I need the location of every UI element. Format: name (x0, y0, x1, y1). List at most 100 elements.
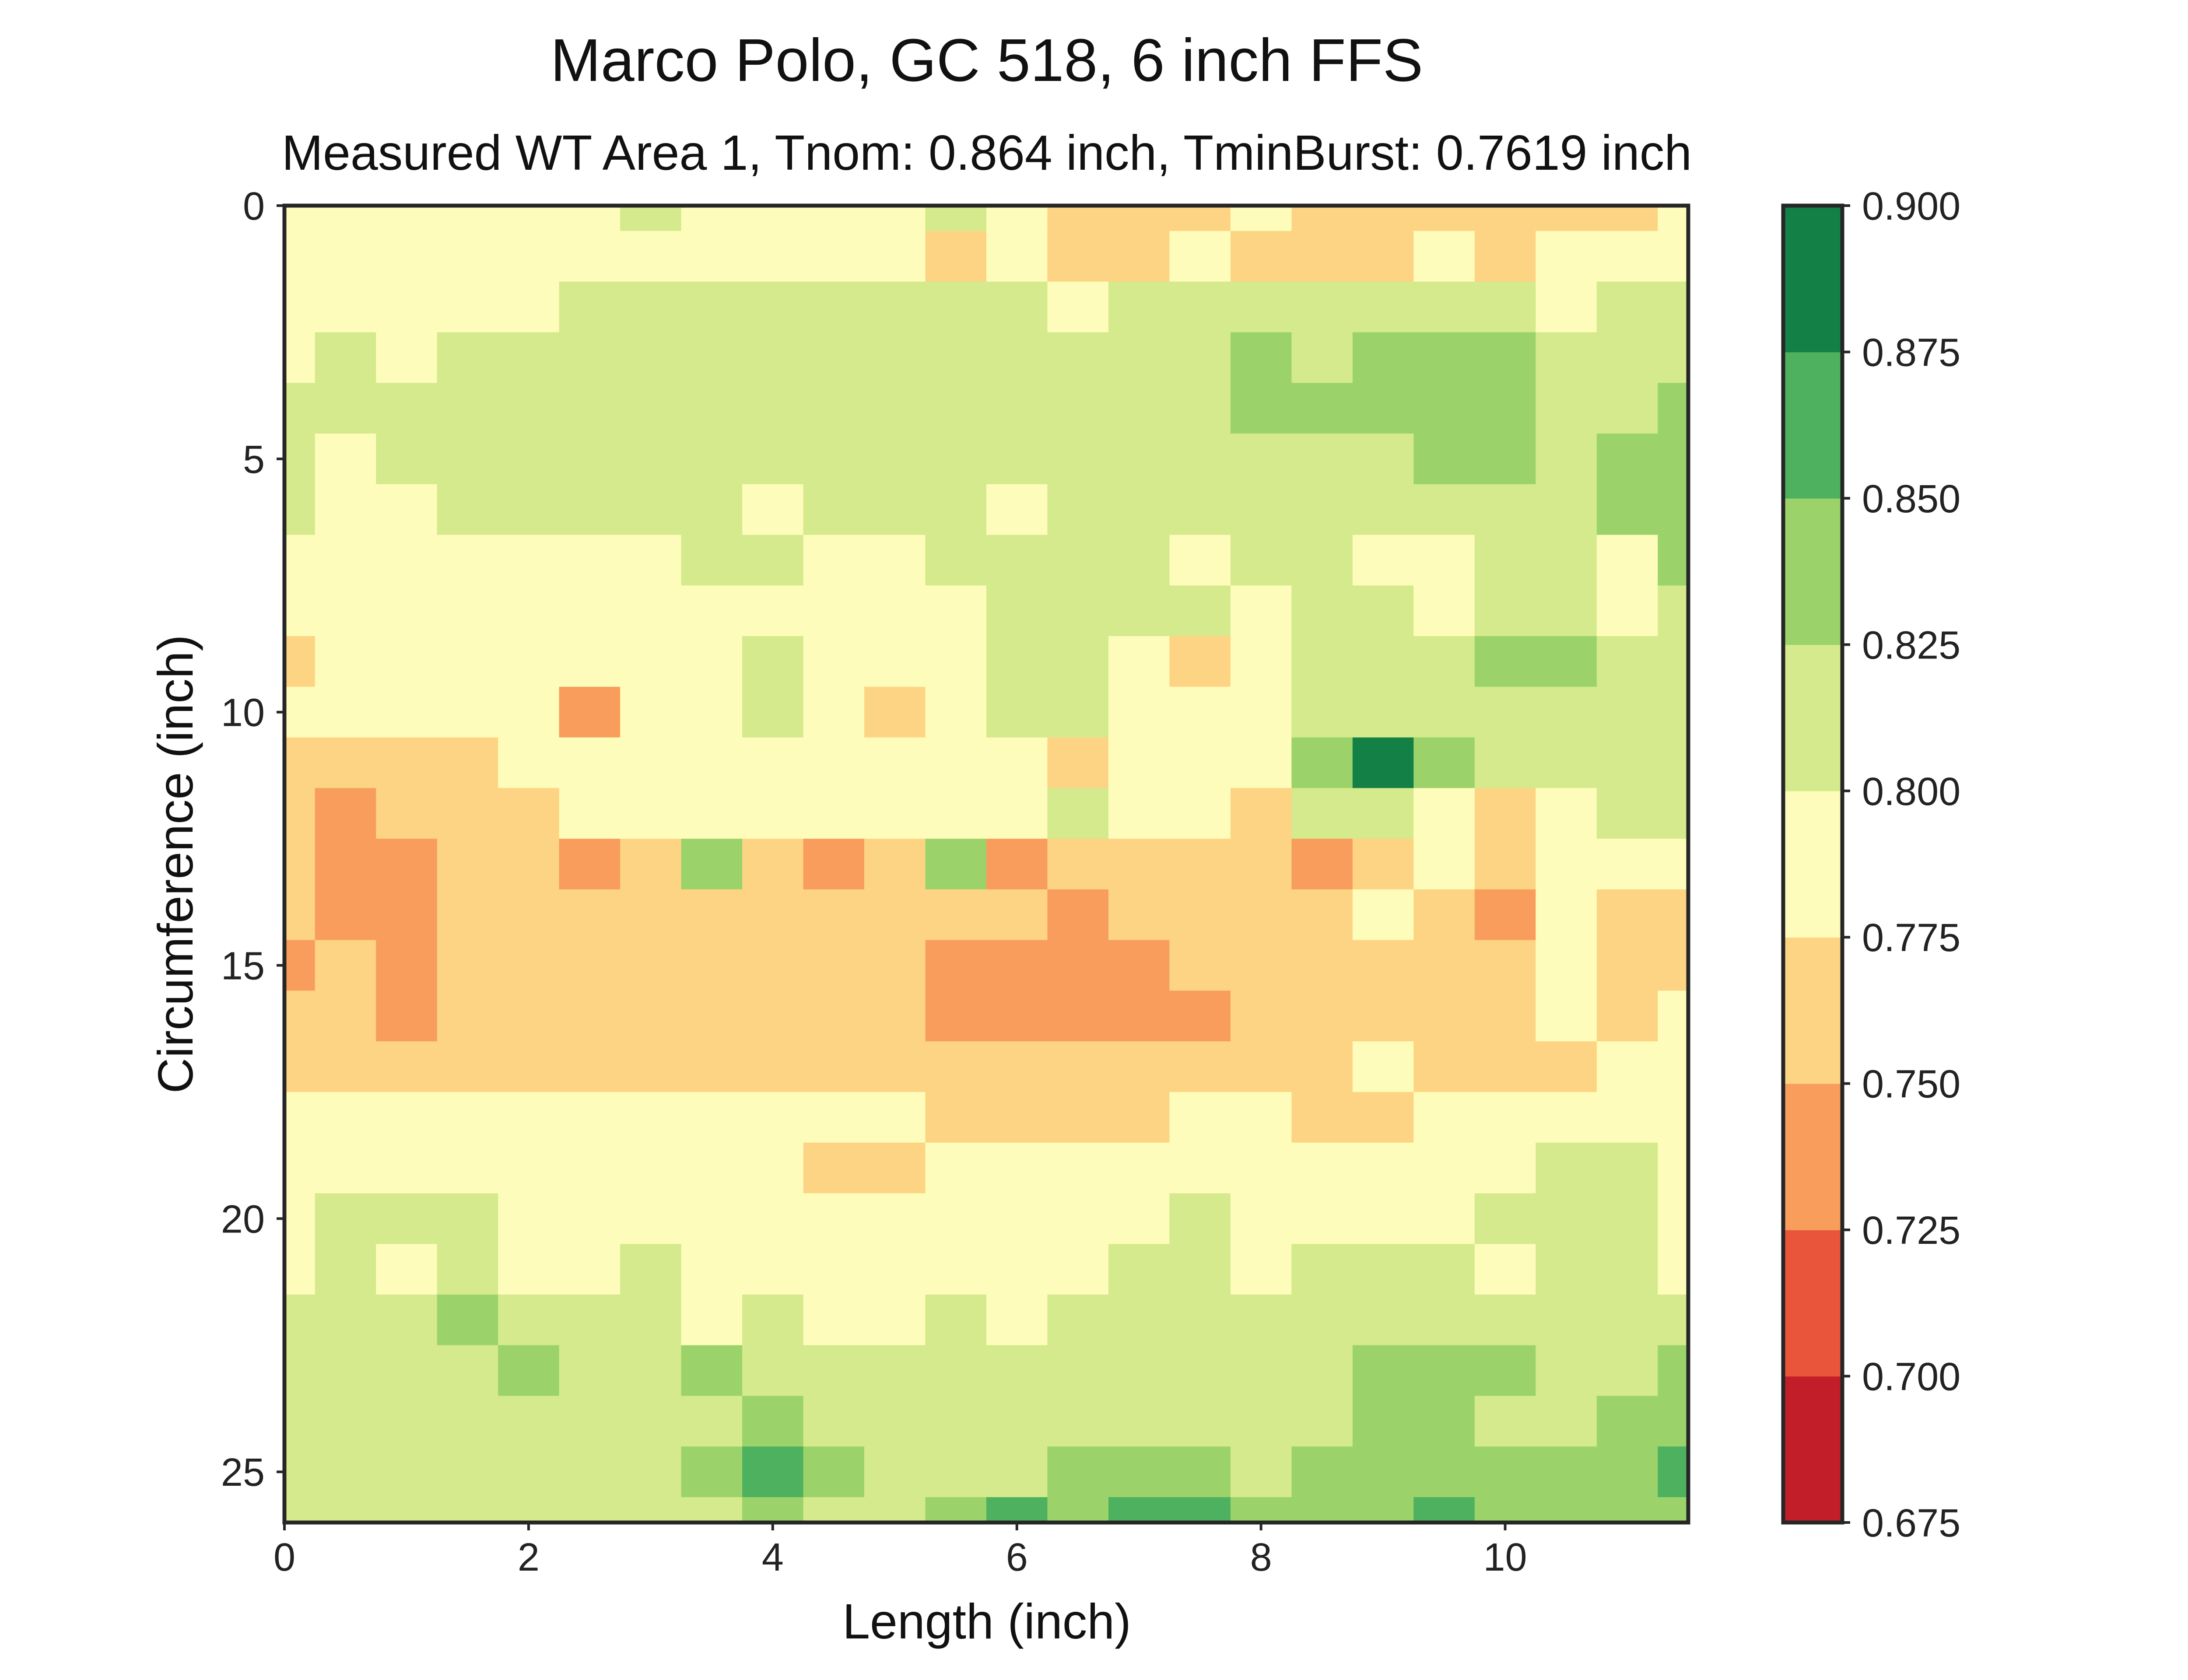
heat-cell (437, 1295, 498, 1346)
heat-cell (1169, 889, 1231, 941)
heat-cell (376, 281, 438, 333)
heat-cell (925, 1396, 987, 1447)
heat-cell (803, 231, 865, 282)
heat-cell (1474, 231, 1536, 282)
heat-cell (1658, 383, 1689, 434)
heat-cell (1047, 1295, 1109, 1346)
heat-cell (559, 1396, 621, 1447)
heat-cell (437, 1396, 498, 1447)
heat-cell (1536, 281, 1597, 333)
heat-cell (1169, 1244, 1231, 1295)
heat-cell (803, 737, 865, 789)
heat-cell (1474, 940, 1536, 991)
heat-cell (1108, 737, 1170, 789)
heat-cell (681, 332, 743, 383)
heat-cell (1413, 788, 1475, 839)
heat-cell (284, 1497, 316, 1523)
heat-cell (1108, 636, 1170, 687)
heat-cell (437, 383, 498, 434)
heat-cell (1352, 231, 1414, 282)
heat-cell (1230, 585, 1292, 637)
heat-cell (376, 1295, 438, 1346)
colorbar-band (1783, 498, 1842, 645)
heat-cell (1658, 1041, 1689, 1092)
heat-cell (1352, 535, 1414, 586)
heat-cell (742, 1092, 804, 1143)
heat-cell (1230, 788, 1292, 839)
heat-cell (376, 535, 438, 586)
heat-cell (1596, 1295, 1659, 1346)
heat-cell (437, 332, 498, 383)
heat-cell (1047, 434, 1109, 485)
heat-cell (925, 281, 987, 333)
heat-cell (1230, 1345, 1292, 1396)
heat-cell (925, 1092, 987, 1143)
heat-cell (803, 1092, 865, 1143)
heat-cell (437, 788, 498, 839)
heat-cell (376, 585, 438, 637)
heat-cell (1230, 1092, 1292, 1143)
heat-cell (864, 1193, 926, 1245)
heat-cell (1658, 940, 1689, 991)
heat-cell (559, 1497, 621, 1523)
heat-cell (1474, 1142, 1536, 1194)
heat-cell (1413, 206, 1475, 231)
heat-cell (864, 737, 926, 789)
heat-cell (1291, 434, 1353, 485)
heat-cell (803, 1396, 865, 1447)
heat-cell (1474, 535, 1536, 586)
heat-cell (1108, 839, 1170, 890)
heat-cell (803, 434, 865, 485)
heat-cell (620, 737, 682, 789)
heat-cell (1230, 484, 1292, 536)
heat-cell (498, 1193, 560, 1245)
heat-cell (559, 1446, 621, 1498)
heat-cell (864, 940, 926, 991)
heat-cell (1108, 788, 1170, 839)
heat-cell (1047, 1193, 1109, 1245)
heat-cell (925, 737, 987, 789)
heat-cell (437, 636, 498, 687)
heat-cell (742, 231, 804, 282)
heat-cell (1169, 1396, 1231, 1447)
heat-cell (284, 940, 316, 991)
heat-cell (1474, 383, 1536, 434)
heat-cell (1352, 585, 1414, 637)
heat-cell (315, 206, 376, 231)
heat-cell (742, 535, 804, 586)
x-tick-label: 4 (762, 1536, 784, 1579)
heat-cell (864, 281, 926, 333)
heat-cell (1474, 281, 1536, 333)
heat-cell (1536, 1092, 1597, 1143)
heat-cell (1536, 1497, 1597, 1523)
heat-cell (1352, 1497, 1414, 1523)
heat-cell (1108, 686, 1170, 738)
heat-cell (620, 1041, 682, 1092)
heat-cell (1596, 585, 1659, 637)
heat-cell (1474, 788, 1536, 839)
heat-cell (925, 1193, 987, 1245)
colorbar-tick-label: 0.900 (1862, 185, 1960, 228)
heat-cell (1352, 332, 1414, 383)
colorbar-ticks: 0.675 0.700 0.725 0.750 0.775 0.800 0.825 0.850… (1842, 185, 1960, 1545)
heat-cell (1536, 1142, 1597, 1194)
heat-cell (284, 839, 316, 890)
heat-cell (1291, 1396, 1353, 1447)
heat-cell (559, 281, 621, 333)
heat-cell (498, 889, 560, 941)
heat-cell (925, 1295, 987, 1346)
x-tick-label: 8 (1250, 1536, 1272, 1579)
heat-cell (1413, 1345, 1475, 1396)
heat-cell (315, 1295, 376, 1346)
heat-cell (1291, 1142, 1353, 1194)
heat-cell (1169, 484, 1231, 536)
heat-cell (1169, 839, 1231, 890)
heat-cell (1169, 535, 1231, 586)
heat-cell (1047, 535, 1109, 586)
heat-cell (376, 1142, 438, 1194)
heat-cell (986, 788, 1048, 839)
heat-cell (284, 1041, 316, 1092)
colorbar-band (1783, 1376, 1842, 1523)
heat-cell (1352, 281, 1414, 333)
heat-cell (1474, 889, 1536, 941)
